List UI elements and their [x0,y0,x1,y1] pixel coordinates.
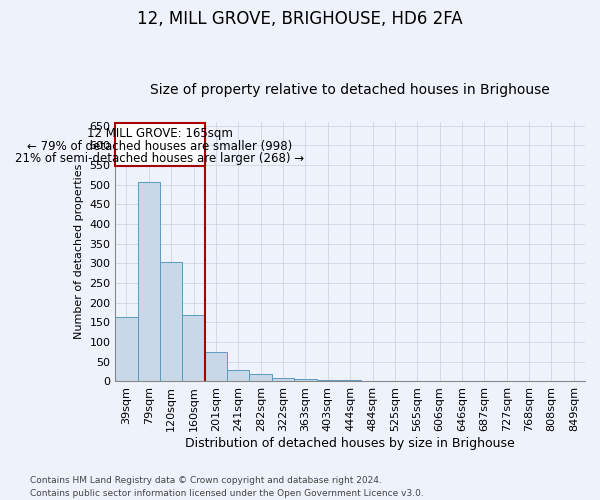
Bar [294,380,317,382]
Bar [160,262,182,382]
Bar [317,380,339,382]
Text: 12 MILL GROVE: 165sqm: 12 MILL GROVE: 165sqm [87,127,233,140]
Title: Size of property relative to detached houses in Brighouse: Size of property relative to detached ho… [150,83,550,97]
Y-axis label: Number of detached properties: Number of detached properties [74,164,84,340]
Bar [250,374,272,382]
Bar [272,378,294,382]
Bar [137,182,160,382]
FancyBboxPatch shape [115,122,205,166]
Bar [361,380,383,382]
Text: 21% of semi-detached houses are larger (268) →: 21% of semi-detached houses are larger (… [16,152,305,165]
Bar [182,316,205,382]
Text: ← 79% of detached houses are smaller (998): ← 79% of detached houses are smaller (99… [28,140,293,153]
Bar [339,380,361,382]
Bar [227,370,250,382]
Text: 12, MILL GROVE, BRIGHOUSE, HD6 2FA: 12, MILL GROVE, BRIGHOUSE, HD6 2FA [137,10,463,28]
Bar [115,316,137,382]
Bar [205,352,227,382]
Text: Contains HM Land Registry data © Crown copyright and database right 2024.
Contai: Contains HM Land Registry data © Crown c… [30,476,424,498]
X-axis label: Distribution of detached houses by size in Brighouse: Distribution of detached houses by size … [185,437,515,450]
